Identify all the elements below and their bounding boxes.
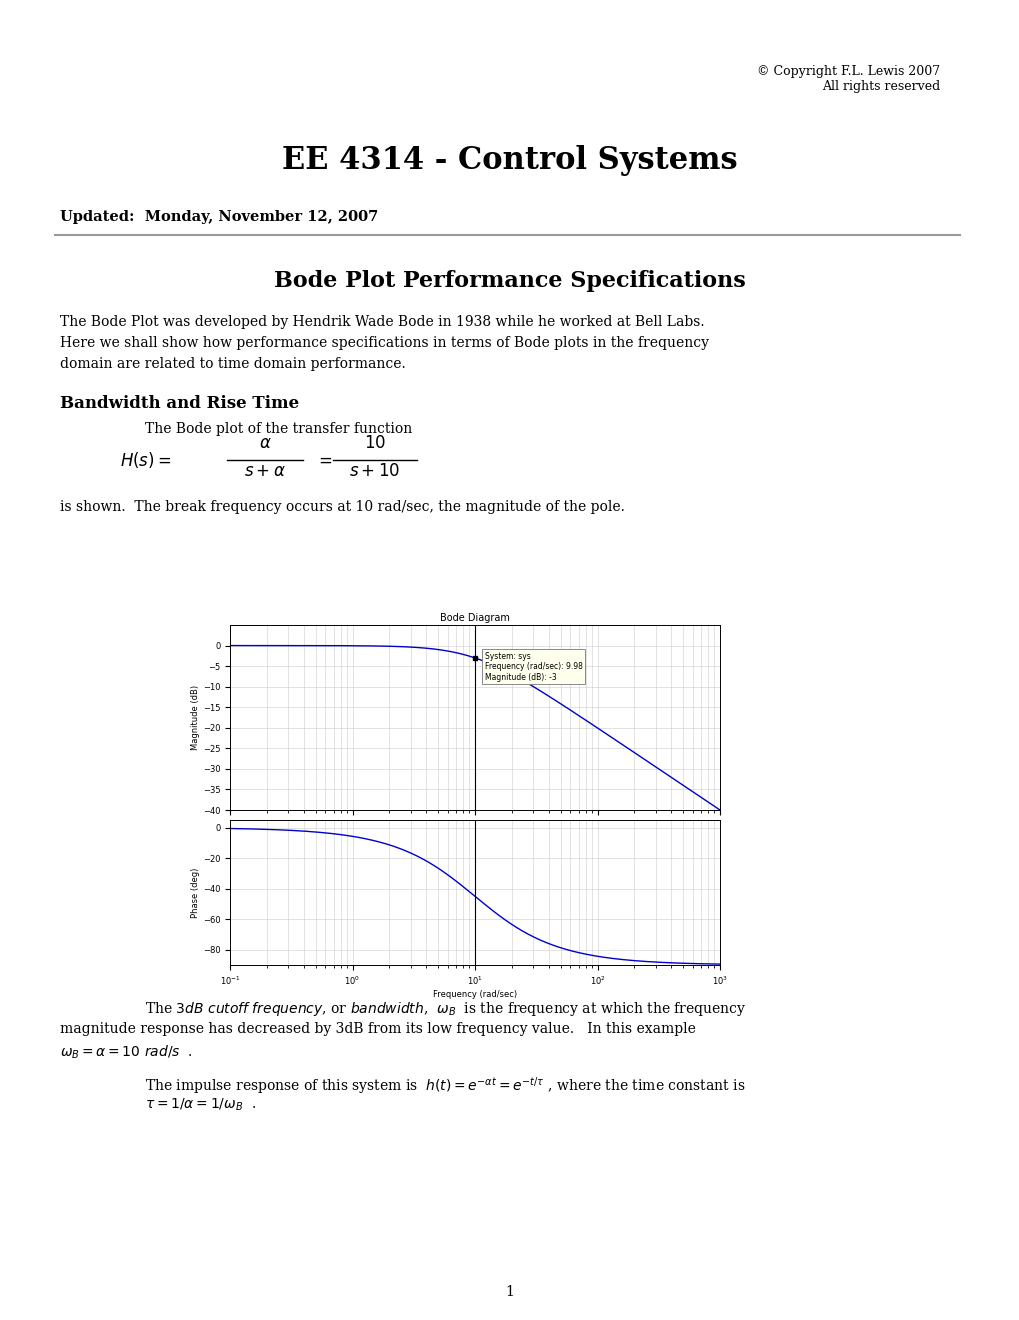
Text: © Copyright F.L. Lewis 2007
All rights reserved: © Copyright F.L. Lewis 2007 All rights r… [756, 65, 940, 92]
Text: $10$: $10$ [364, 436, 385, 451]
Text: Here we shall show how performance specifications in terms of Bode plots in the : Here we shall show how performance speci… [60, 337, 708, 350]
Text: 1: 1 [505, 1284, 514, 1299]
Text: Updated:  Monday, November 12, 2007: Updated: Monday, November 12, 2007 [60, 210, 378, 224]
Text: EE 4314 - Control Systems: EE 4314 - Control Systems [282, 145, 737, 176]
Text: The Bode plot of the transfer function: The Bode plot of the transfer function [145, 422, 412, 436]
Text: $s+\alpha$: $s+\alpha$ [244, 463, 285, 480]
Text: Bode Plot Performance Specifications: Bode Plot Performance Specifications [274, 271, 745, 292]
Y-axis label: Magnitude (dB): Magnitude (dB) [191, 685, 200, 750]
Y-axis label: Phase (deg): Phase (deg) [191, 867, 200, 917]
X-axis label: Frequency (rad/sec): Frequency (rad/sec) [432, 990, 517, 999]
Text: magnitude response has decreased by 3dB from its low frequency value.   In this : magnitude response has decreased by 3dB … [60, 1022, 695, 1036]
Text: Bandwidth and Rise Time: Bandwidth and Rise Time [60, 395, 299, 412]
Title: Bode Diagram: Bode Diagram [439, 612, 510, 623]
Text: is shown.  The break frequency occurs at 10 rad/sec, the magnitude of the pole.: is shown. The break frequency occurs at … [60, 500, 625, 513]
Text: $\tau = 1/\alpha = 1/\omega_B$  .: $\tau = 1/\alpha = 1/\omega_B$ . [145, 1097, 256, 1113]
Text: $\omega_B = \alpha = 10\ rad / s$  .: $\omega_B = \alpha = 10\ rad / s$ . [60, 1044, 193, 1061]
Text: domain are related to time domain performance.: domain are related to time domain perfor… [60, 356, 406, 371]
Text: -3db: -3db [361, 651, 394, 665]
Text: The Bode Plot was developed by Hendrik Wade Bode in 1938 while he worked at Bell: The Bode Plot was developed by Hendrik W… [60, 315, 704, 329]
Text: System: sys
Frequency (rad/sec): 9.98
Magnitude (dB): -3: System: sys Frequency (rad/sec): 9.98 Ma… [484, 652, 582, 681]
Text: The impulse response of this system is  $h(t) = e^{-\alpha t} = e^{-t/\tau}$ , w: The impulse response of this system is $… [145, 1074, 745, 1097]
Text: The $3dB$ $cutoff$ $frequency$, or $bandwidth$,  $\omega_B$  is the frequency at: The $3dB$ $cutoff$ $frequency$, or $band… [145, 1001, 746, 1018]
Text: $H(s)=$: $H(s)=$ [120, 450, 171, 470]
Text: $\omega_B$: $\omega_B$ [486, 825, 507, 841]
Text: $s+10$: $s+10$ [350, 463, 400, 480]
Text: $=$: $=$ [315, 451, 332, 469]
Text: $\alpha$: $\alpha$ [259, 436, 271, 451]
